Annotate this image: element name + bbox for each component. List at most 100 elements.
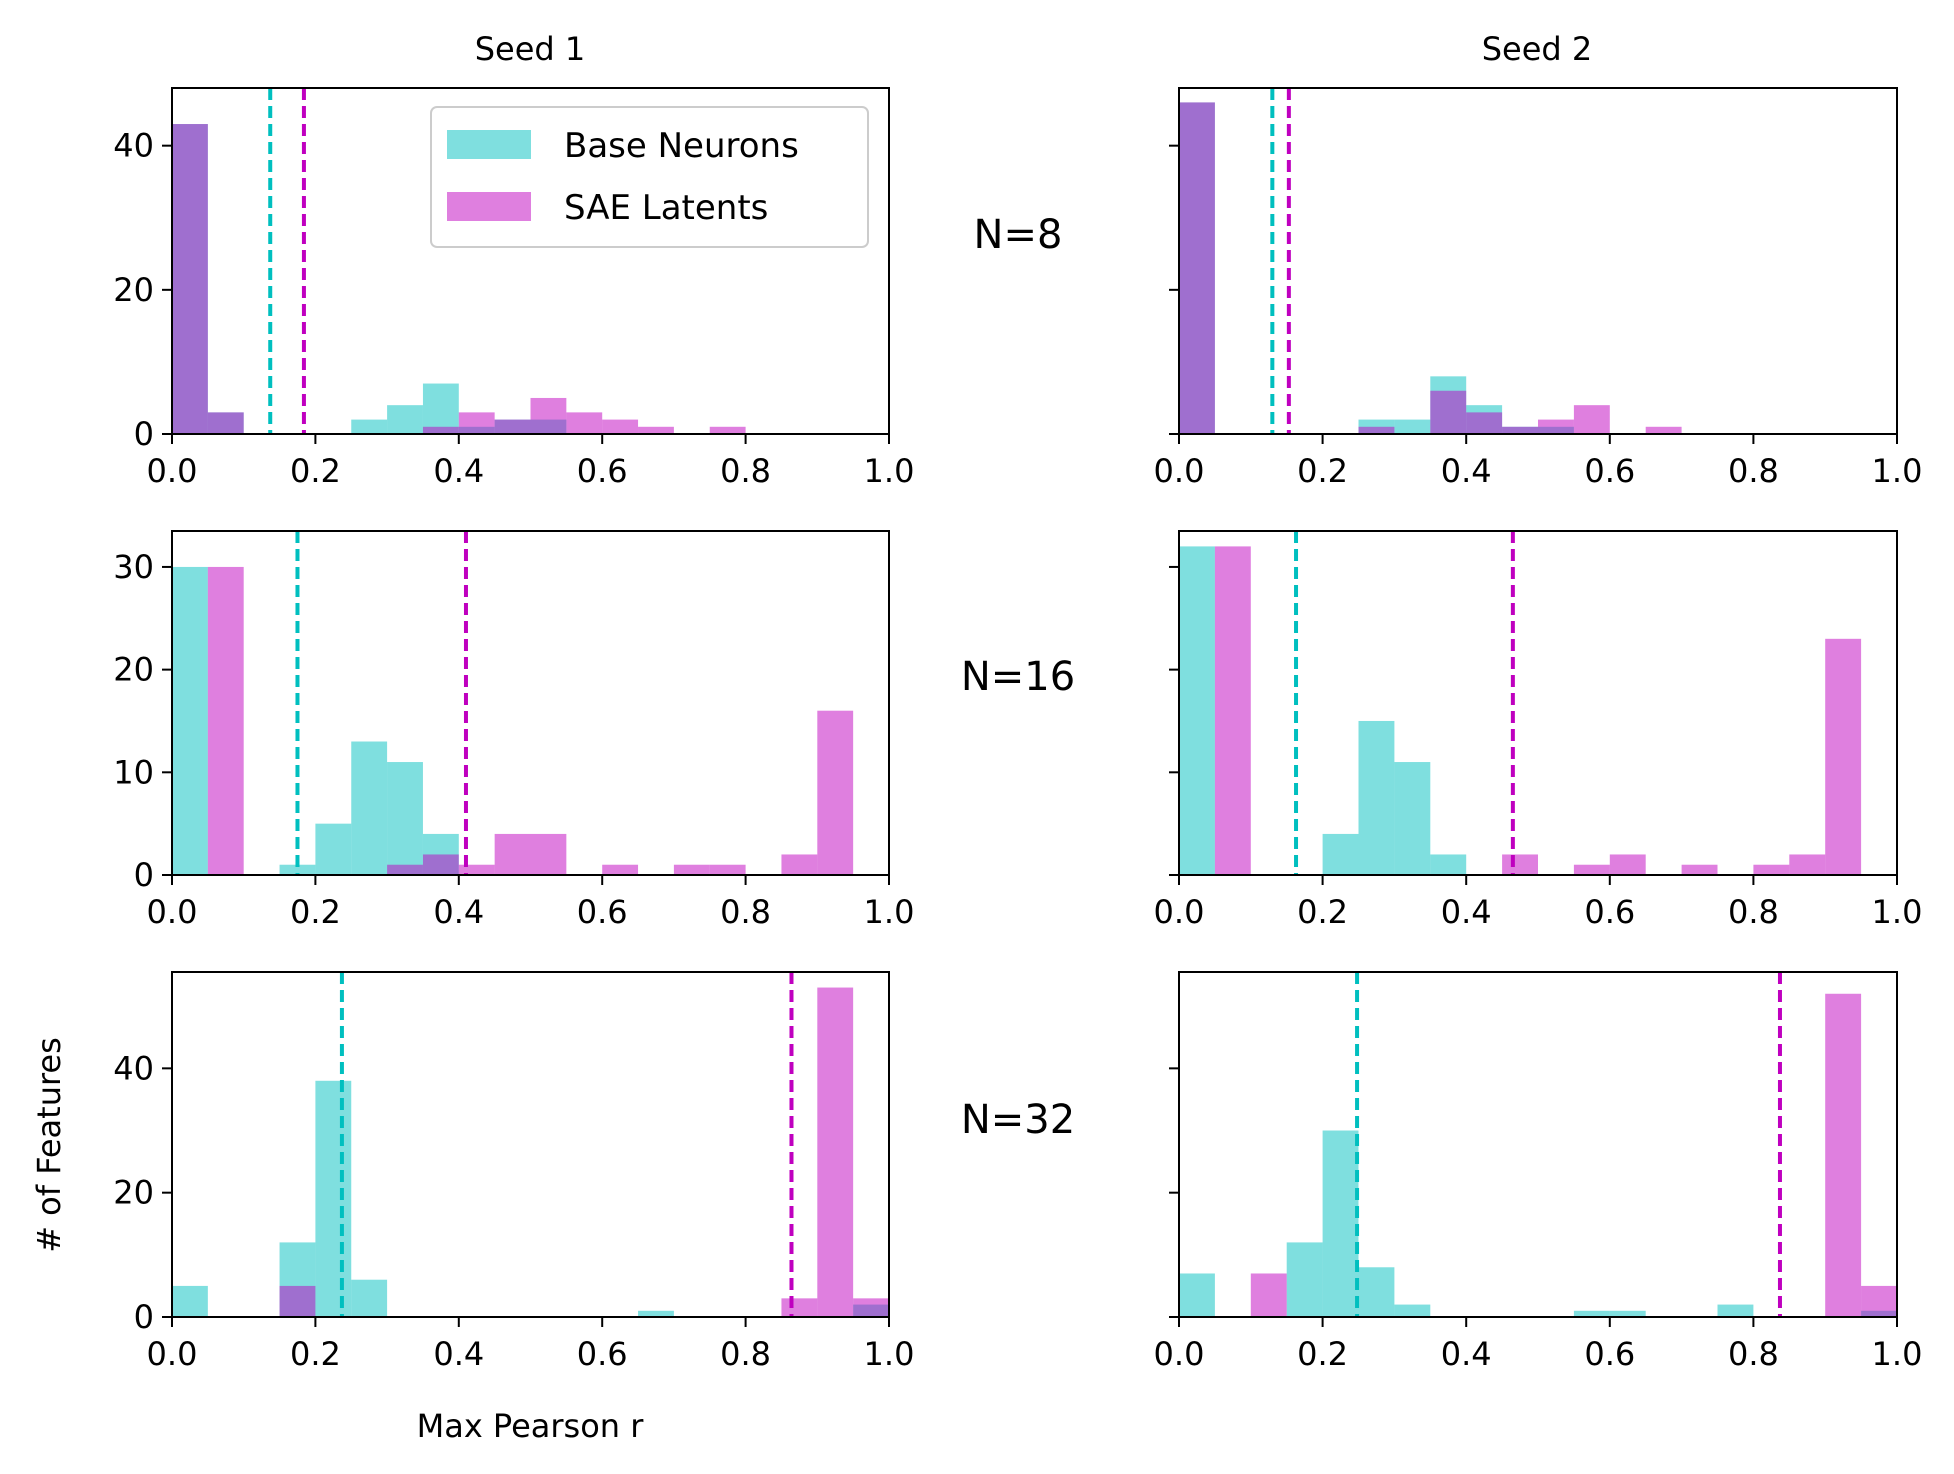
bar-sae-r3c1-1	[781, 1298, 818, 1317]
x-tick-label-r1c2-5: 1.0	[1872, 452, 1923, 490]
bar-base-r2c2-1	[1322, 833, 1359, 875]
x-tick-label-r2c1-5: 1.0	[864, 893, 915, 931]
bar-sae-r2c1-0	[207, 566, 244, 875]
x-tick-label-r1c1-0: 0.0	[147, 452, 198, 490]
bar-sae-r2c1-2	[422, 854, 459, 875]
x-tick-label-r3c2-3: 0.6	[1584, 1335, 1635, 1373]
bar-sae-r1c1-8	[638, 426, 674, 434]
bar-base-r2c2-3	[1394, 762, 1431, 875]
x-tick-label-r3c2-5: 1.0	[1872, 1335, 1923, 1373]
axes-frame-r2c1	[171, 530, 890, 876]
row-label-n32: N=32	[961, 1097, 1075, 1143]
bar-base-r1c2-2	[1394, 419, 1431, 434]
x-tick-label-r2c2-5: 1.0	[1872, 893, 1923, 931]
y-tick-label-r3c1-1: 20	[113, 1174, 154, 1212]
bar-base-r2c1-4	[387, 762, 423, 875]
bar-base-r3c2-7	[1717, 1304, 1754, 1317]
bar-base-r3c1-2	[315, 1080, 352, 1317]
panel-r3c1: 0.0 0.2 0.4 0.6 0.8 1.0 0 20 40	[113, 971, 915, 1373]
bar-sae-r2c2-0	[1214, 546, 1251, 875]
bar-sae-r2c2-6	[1789, 854, 1826, 875]
y-tick-label-r3c1-0: 0	[134, 1298, 154, 1336]
panel-r3c2: 0.0 0.2 0.4 0.6 0.8 1.0	[1154, 971, 1923, 1373]
bar-sae-r3c2-1	[1825, 993, 1862, 1317]
bar-sae-r1c1-1	[207, 412, 244, 434]
x-tick-label-r3c1-2: 0.4	[433, 1335, 484, 1373]
row-label-n8: N=8	[974, 212, 1063, 258]
x-tick-label-r1c2-0: 0.0	[1154, 452, 1205, 490]
bar-sae-r1c1-0	[172, 124, 208, 435]
bar-base-r3c2-5	[1573, 1310, 1610, 1317]
bar-base-r2c1-2	[315, 823, 352, 875]
x-tick-label-r2c2-1: 0.2	[1297, 893, 1348, 931]
axes-frame-r2c2	[1178, 530, 1898, 876]
x-tick-label-r1c1-1: 0.2	[290, 452, 341, 490]
x-tick-label-r2c2-0: 0.0	[1154, 893, 1205, 931]
bar-sae-r1c1-3	[458, 412, 495, 434]
bar-sae-r2c1-8	[709, 864, 746, 875]
x-tick-label-r3c2-2: 0.4	[1441, 1335, 1492, 1373]
bar-sae-r1c1-9	[709, 426, 746, 434]
x-tick-label-r1c2-1: 0.2	[1297, 452, 1348, 490]
bar-base-r2c2-2	[1358, 720, 1395, 875]
legend-frame	[430, 106, 869, 248]
x-tick-label-r3c2-4: 0.8	[1728, 1335, 1779, 1373]
axes-frame-r3c2	[1178, 971, 1898, 1318]
bar-sae-r1c1-7	[602, 419, 639, 434]
bar-base-r3c1-4	[638, 1310, 674, 1317]
bar-sae-r2c2-1	[1502, 854, 1538, 875]
col-title-seed-2: Seed 2	[1482, 30, 1593, 68]
bar-sae-r1c2-6	[1573, 405, 1610, 434]
bar-sae-r1c2-1	[1358, 426, 1395, 434]
axes-frame-r1c1	[171, 87, 890, 435]
bar-sae-r1c2-2	[1430, 390, 1467, 434]
bar-sae-r1c2-0	[1179, 102, 1215, 435]
bar-base-r1c1-2	[351, 419, 388, 434]
panel-r2c2: 0.0 0.2 0.4 0.6 0.8 1.0	[1154, 530, 1923, 931]
y-tick-label-r1c1-0: 0	[134, 415, 154, 453]
x-tick-label-r3c1-5: 1.0	[864, 1335, 915, 1373]
x-tick-label-r2c1-1: 0.2	[290, 893, 341, 931]
legend-swatch-sae	[447, 192, 531, 221]
bar-base-r3c1-3	[351, 1279, 388, 1317]
bar-base-r3c1-0	[172, 1285, 208, 1317]
bar-sae-r2c1-1	[387, 864, 423, 875]
bar-sae-r2c2-7	[1825, 638, 1862, 875]
bar-sae-r1c2-7	[1645, 426, 1682, 434]
x-tick-label-r2c2-2: 0.4	[1441, 893, 1492, 931]
bar-base-r1c1-4	[422, 383, 459, 434]
x-tick-label-r1c1-5: 1.0	[864, 452, 915, 490]
x-tick-label-r2c1-0: 0.0	[147, 893, 198, 931]
bar-sae-r2c2-3	[1609, 854, 1646, 875]
panel-r1c2: 0.0 0.2 0.4 0.6 0.8 1.0	[1154, 87, 1923, 490]
bar-sae-r1c1-5	[530, 397, 567, 434]
x-tick-label-r2c1-4: 0.8	[720, 893, 771, 931]
x-tick-label-r1c1-2: 0.4	[433, 452, 484, 490]
col-title-seed-1: Seed 1	[475, 30, 586, 68]
y-tick-label-r2c1-2: 20	[113, 651, 154, 689]
bar-sae-r3c2-0	[1250, 1273, 1287, 1317]
bar-base-r2c1-3	[351, 741, 388, 875]
y-tick-label-r2c1-0: 0	[134, 856, 154, 894]
x-tick-label-r2c2-3: 0.6	[1584, 893, 1635, 931]
panels: 0.0 0.2 0.4 0.6 0.8 1.0 0 20 40 0.0 0.2 0.4 0.6 0.8 1.…	[113, 87, 1923, 1373]
axes-frame-r1c2	[1178, 87, 1898, 435]
bar-sae-r2c1-3	[458, 864, 495, 875]
x-tick-label-r3c1-1: 0.2	[290, 1335, 341, 1373]
x-tick-label-r3c1-3: 0.6	[577, 1335, 628, 1373]
x-tick-label-r1c2-4: 0.8	[1728, 452, 1779, 490]
bar-sae-r1c1-6	[566, 412, 603, 434]
bar-sae-r1c1-4	[494, 419, 531, 434]
y-tick-label-r2c1-3: 30	[113, 548, 154, 586]
bar-base-r2c1-1	[279, 864, 316, 875]
x-tick-label-r1c2-3: 0.6	[1584, 452, 1635, 490]
bar-sae-r1c2-3	[1466, 412, 1503, 434]
legend: Base Neurons SAE Latents	[430, 106, 869, 248]
bar-sae-r2c2-5	[1753, 864, 1790, 875]
bar-sae-r3c1-2	[817, 987, 854, 1317]
x-tick-label-r2c1-2: 0.4	[433, 893, 484, 931]
bar-sae-r2c1-9	[781, 854, 818, 875]
bar-sae-r3c2-2	[1861, 1285, 1897, 1317]
axes-frame-r3c1	[171, 971, 890, 1318]
bar-sae-r1c1-2	[422, 426, 459, 434]
